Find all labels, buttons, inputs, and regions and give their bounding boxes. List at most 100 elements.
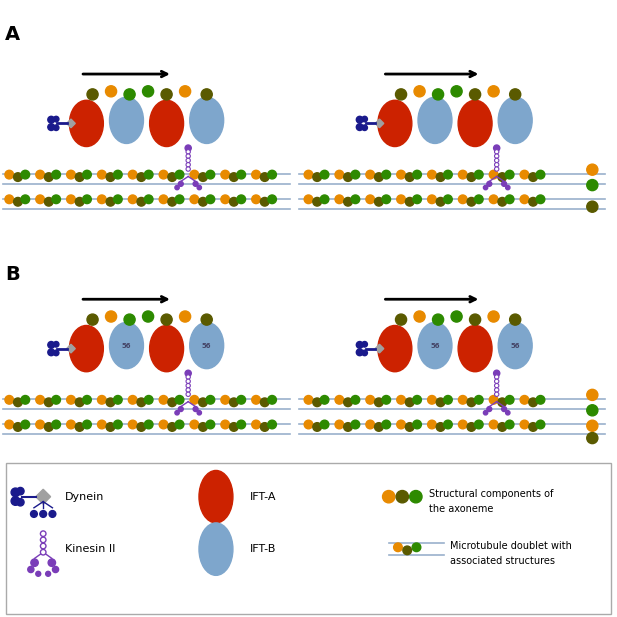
- Circle shape: [75, 197, 84, 206]
- Circle shape: [5, 395, 14, 404]
- Circle shape: [536, 395, 545, 404]
- Circle shape: [11, 488, 20, 497]
- Circle shape: [382, 395, 391, 404]
- Circle shape: [186, 379, 190, 384]
- Circle shape: [28, 566, 34, 573]
- Circle shape: [199, 423, 207, 431]
- Circle shape: [186, 158, 190, 162]
- Circle shape: [396, 491, 408, 503]
- Circle shape: [221, 420, 230, 429]
- Circle shape: [14, 173, 22, 181]
- Ellipse shape: [190, 323, 224, 369]
- Circle shape: [395, 314, 407, 325]
- Circle shape: [252, 420, 260, 429]
- Text: 56: 56: [510, 342, 520, 349]
- Circle shape: [412, 543, 421, 552]
- Circle shape: [31, 559, 38, 566]
- Circle shape: [201, 89, 212, 100]
- Circle shape: [197, 411, 201, 415]
- Circle shape: [506, 411, 510, 415]
- Circle shape: [175, 411, 179, 415]
- Circle shape: [320, 195, 329, 204]
- Circle shape: [114, 395, 122, 404]
- Circle shape: [320, 395, 329, 404]
- Circle shape: [206, 170, 215, 179]
- Circle shape: [587, 164, 598, 175]
- Circle shape: [320, 170, 329, 179]
- Circle shape: [510, 89, 521, 100]
- Circle shape: [48, 349, 54, 355]
- Circle shape: [494, 145, 500, 151]
- Circle shape: [458, 420, 467, 429]
- Circle shape: [344, 423, 352, 431]
- Circle shape: [128, 420, 137, 429]
- Circle shape: [36, 195, 44, 204]
- Text: B: B: [5, 265, 20, 284]
- Circle shape: [67, 395, 75, 404]
- Circle shape: [178, 407, 183, 412]
- Circle shape: [433, 89, 444, 100]
- Circle shape: [382, 195, 391, 204]
- Circle shape: [53, 116, 59, 122]
- Circle shape: [495, 158, 499, 162]
- Circle shape: [53, 350, 59, 355]
- Circle shape: [144, 170, 153, 179]
- Circle shape: [106, 423, 115, 431]
- Circle shape: [114, 170, 122, 179]
- Circle shape: [344, 173, 352, 181]
- Circle shape: [403, 546, 412, 555]
- Circle shape: [52, 195, 60, 204]
- Circle shape: [470, 89, 481, 100]
- Ellipse shape: [499, 323, 532, 369]
- Circle shape: [180, 311, 191, 322]
- Circle shape: [313, 398, 321, 407]
- Circle shape: [159, 395, 168, 404]
- Circle shape: [444, 170, 452, 179]
- Polygon shape: [375, 119, 384, 128]
- Circle shape: [190, 170, 199, 179]
- Circle shape: [382, 170, 391, 179]
- Circle shape: [529, 398, 537, 407]
- Circle shape: [186, 392, 190, 397]
- Circle shape: [304, 420, 313, 429]
- Circle shape: [106, 86, 117, 97]
- Circle shape: [495, 163, 499, 167]
- Circle shape: [30, 511, 37, 517]
- Circle shape: [21, 395, 30, 404]
- Circle shape: [495, 388, 499, 392]
- Circle shape: [529, 173, 537, 181]
- Circle shape: [587, 420, 598, 431]
- Circle shape: [97, 420, 106, 429]
- Circle shape: [144, 420, 153, 429]
- Circle shape: [505, 170, 514, 179]
- Circle shape: [529, 197, 537, 206]
- Circle shape: [237, 195, 246, 204]
- Ellipse shape: [199, 470, 233, 523]
- Circle shape: [186, 154, 190, 158]
- Circle shape: [366, 395, 375, 404]
- Circle shape: [335, 420, 344, 429]
- Circle shape: [185, 370, 191, 376]
- Circle shape: [520, 420, 529, 429]
- Circle shape: [587, 180, 598, 191]
- Circle shape: [193, 181, 198, 186]
- Circle shape: [357, 342, 363, 348]
- Circle shape: [458, 170, 467, 179]
- Circle shape: [489, 195, 498, 204]
- Ellipse shape: [418, 323, 452, 369]
- Circle shape: [335, 170, 344, 179]
- Circle shape: [382, 420, 391, 429]
- Circle shape: [495, 167, 499, 171]
- Circle shape: [260, 398, 269, 407]
- Circle shape: [83, 195, 91, 204]
- Circle shape: [467, 398, 476, 407]
- Circle shape: [474, 195, 483, 204]
- Circle shape: [168, 423, 176, 431]
- Circle shape: [260, 423, 269, 431]
- Circle shape: [362, 125, 368, 131]
- Circle shape: [206, 420, 215, 429]
- Circle shape: [137, 197, 146, 206]
- Circle shape: [505, 195, 514, 204]
- Circle shape: [397, 170, 405, 179]
- Circle shape: [21, 195, 30, 204]
